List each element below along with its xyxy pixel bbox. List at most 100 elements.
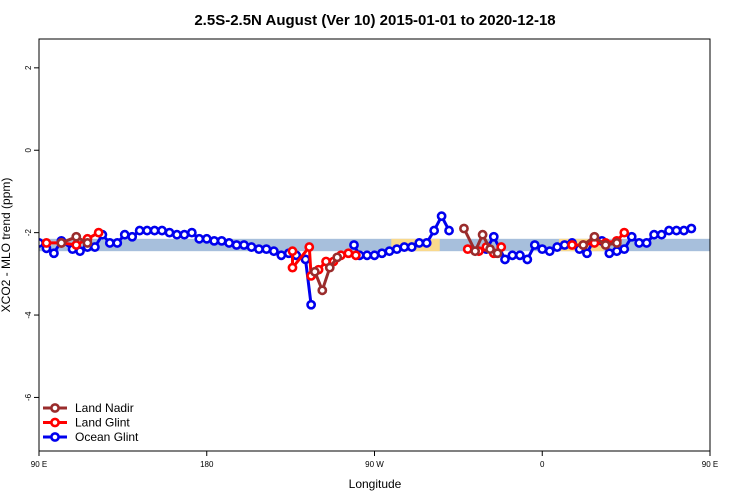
y-axis-label: XCO2 - MLO trend (ppm) [0, 178, 13, 313]
ocean-glint-point [604, 248, 615, 259]
plot-area: 90 E 180 90 W 0 90 E 2 0 -2 -4 -6 [24, 38, 718, 469]
land-glint-point [41, 238, 52, 248]
ocean-glint-point [239, 240, 249, 250]
land-nadir-point [485, 244, 495, 255]
ocean-glint-point [626, 231, 637, 242]
ocean-glint-point [649, 229, 659, 240]
x-tick-label: 180 [200, 460, 214, 469]
ocean-glint-point [544, 246, 555, 257]
land-glint-point [567, 240, 577, 250]
ocean-glint-point [119, 229, 130, 240]
legend-swatch-point [50, 432, 60, 442]
land-glint-point [93, 227, 104, 238]
y-tick-label: -2 [24, 229, 33, 237]
ocean-glint-point [671, 225, 682, 236]
ocean-glint-point [49, 248, 59, 259]
ocean-glint-point [537, 244, 548, 255]
ocean-glint-point [664, 225, 674, 236]
ocean-glint-point [686, 223, 697, 234]
ocean-glint-point [201, 233, 212, 244]
legend-swatch-point [50, 403, 60, 413]
ocean-glint-point [179, 229, 190, 240]
ocean-glint-point [444, 225, 454, 236]
land-nadir-point [317, 285, 328, 296]
land-glint-point [287, 262, 298, 273]
ocean-glint-point [436, 211, 447, 222]
land-nadir-line [313, 256, 339, 295]
ocean-glint-point [127, 231, 138, 242]
x-tick-label: 90 E [702, 460, 718, 469]
ocean-glint-point [276, 250, 287, 261]
ocean-glint-point [209, 235, 220, 246]
ocean-glint-point [384, 246, 395, 257]
ocean-glint-point [582, 248, 592, 259]
ocean-glint-point [391, 244, 402, 255]
legend-item-land-glint: Land Glint [43, 416, 130, 430]
ocean-glint-point [559, 240, 570, 250]
ocean-glint-point [90, 242, 100, 252]
land-glint-point [619, 227, 630, 238]
ocean-glint-point [500, 254, 510, 265]
ocean-glint-point [421, 238, 432, 248]
ocean-glint-point [164, 227, 175, 238]
ocean-glint-point [306, 299, 317, 310]
land-nadir-point [492, 248, 503, 259]
land-nadir-point [459, 223, 469, 234]
land-nadir-point [324, 262, 335, 273]
ocean-glint-point [488, 231, 499, 242]
ocean-glint-point [194, 233, 205, 244]
plot-content [39, 211, 710, 310]
ocean-glint-point [611, 246, 622, 257]
legend-label: Land Nadir [75, 401, 134, 415]
ocean-glint-point [157, 225, 167, 236]
ocean-glint-point [231, 240, 242, 250]
land-nadir-point [477, 229, 488, 240]
ocean-glint-point [414, 238, 425, 248]
x-axis-label: Longitude [349, 477, 402, 491]
ocean-glint-point [149, 225, 160, 236]
ocean-glint-point [619, 244, 630, 255]
land-nadir-point [56, 238, 67, 248]
land-nadir-point [332, 252, 343, 263]
ocean-glint-point [634, 238, 645, 248]
land-glint-point [71, 240, 82, 250]
ocean-glint-point [522, 254, 533, 265]
land-nadir-point [71, 231, 82, 242]
ocean-glint-point [104, 238, 115, 248]
y-tick-label: -4 [24, 311, 33, 319]
land-nadir-point [309, 266, 320, 277]
legend-item-land-nadir: Land Nadir [43, 401, 134, 415]
ocean-glint-point [679, 225, 689, 236]
ocean-glint-point [399, 242, 410, 252]
ocean-glint-point [377, 248, 387, 259]
land-glint-point [343, 248, 354, 259]
chart-title: 2.5S-2.5N August (Ver 10) 2015-01-01 to … [194, 12, 555, 29]
ocean-glint-point [641, 238, 652, 248]
land-nadir-point [578, 240, 589, 250]
ocean-glint-point [429, 225, 440, 236]
ocean-glint-point [246, 242, 257, 252]
ocean-glint-point [268, 246, 279, 257]
ocean-glint-point [362, 250, 372, 261]
x-tick-label: 90 W [365, 460, 384, 469]
y-tick-label: 2 [24, 65, 33, 70]
ocean-glint-point [134, 225, 145, 236]
ocean-glint-point [514, 250, 525, 261]
land-glint-point [304, 242, 315, 252]
y-tick-label: 0 [24, 147, 33, 152]
legend-swatch-point [50, 417, 60, 428]
land-nadir-point [82, 238, 93, 248]
legend-label: Ocean Glint [75, 430, 139, 444]
x-tick-label: 0 [540, 460, 545, 469]
land-nadir-point [611, 238, 622, 248]
land-nadir-point [470, 246, 481, 257]
ocean-glint-point [224, 238, 235, 248]
ocean-glint-point [142, 225, 153, 236]
ocean-glint-point [112, 238, 123, 248]
ocean-glint-point [261, 244, 272, 255]
land-nadir-point [589, 231, 600, 242]
x-tick-label: 90 E [31, 460, 47, 469]
ocean-glint-point [172, 229, 182, 240]
ocean-glint-point [656, 229, 667, 240]
